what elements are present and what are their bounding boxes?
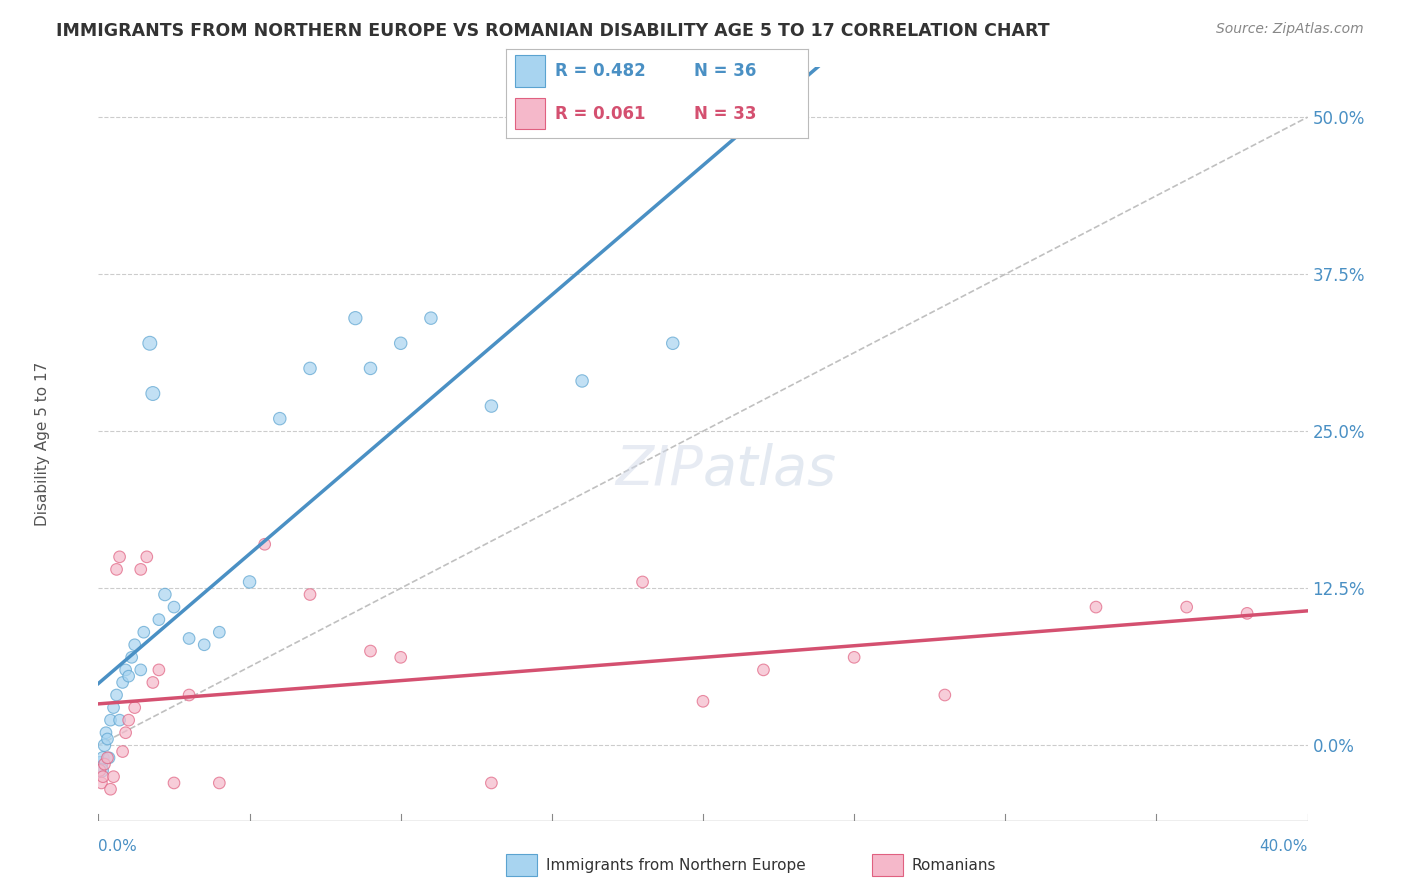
Point — [89, 757, 111, 772]
FancyBboxPatch shape — [515, 98, 546, 129]
Text: Immigrants from Northern Europe: Immigrants from Northern Europe — [546, 858, 806, 872]
Point — [142, 386, 165, 401]
Point — [98, 751, 121, 765]
Point — [111, 675, 134, 690]
Point — [148, 613, 170, 627]
Point — [360, 361, 382, 376]
Text: Source: ZipAtlas.com: Source: ZipAtlas.com — [1216, 22, 1364, 37]
FancyBboxPatch shape — [515, 55, 546, 87]
Point — [90, 764, 112, 778]
Point — [118, 669, 141, 683]
Point — [89, 764, 111, 778]
Point — [1236, 607, 1258, 621]
Point — [103, 770, 125, 784]
Text: atlas: atlas — [703, 442, 837, 495]
Point — [142, 675, 165, 690]
Point — [108, 713, 131, 727]
Point — [844, 650, 866, 665]
Point — [208, 776, 231, 790]
Point — [121, 650, 143, 665]
Point — [94, 725, 117, 739]
Point — [124, 700, 146, 714]
Point — [692, 694, 714, 708]
Point — [661, 336, 683, 351]
Point — [118, 713, 141, 727]
Point — [139, 336, 162, 351]
Text: R = 0.482: R = 0.482 — [554, 62, 645, 80]
Point — [111, 745, 134, 759]
Text: 0.0%: 0.0% — [98, 839, 138, 855]
Point — [114, 725, 136, 739]
Point — [752, 663, 775, 677]
Point — [124, 638, 146, 652]
Text: R = 0.061: R = 0.061 — [554, 104, 645, 123]
Point — [100, 782, 122, 797]
Point — [93, 757, 115, 772]
Point — [481, 399, 503, 413]
Point — [135, 549, 157, 564]
Point — [105, 562, 128, 576]
Point — [91, 751, 114, 765]
Point — [193, 638, 215, 652]
Point — [299, 588, 322, 602]
Point — [1085, 600, 1108, 615]
Text: N = 36: N = 36 — [693, 62, 756, 80]
Point — [571, 374, 593, 388]
Point — [103, 700, 125, 714]
Text: Romanians: Romanians — [911, 858, 995, 872]
Text: IMMIGRANTS FROM NORTHERN EUROPE VS ROMANIAN DISABILITY AGE 5 TO 17 CORRELATION C: IMMIGRANTS FROM NORTHERN EUROPE VS ROMAN… — [56, 22, 1050, 40]
Point — [100, 713, 122, 727]
Point — [93, 739, 115, 753]
Point — [420, 311, 443, 326]
Point — [179, 632, 201, 646]
Point — [129, 663, 152, 677]
Point — [299, 361, 322, 376]
Text: ZIP: ZIP — [616, 442, 703, 495]
Point — [163, 776, 186, 790]
Point — [253, 537, 276, 551]
Y-axis label: Disability Age 5 to 17: Disability Age 5 to 17 — [35, 361, 51, 526]
Point — [360, 644, 382, 658]
Point — [631, 574, 654, 589]
Point — [389, 336, 412, 351]
Point — [114, 663, 136, 677]
Point — [269, 411, 291, 425]
Point — [148, 663, 170, 677]
Point — [108, 549, 131, 564]
Point — [239, 574, 262, 589]
Point — [179, 688, 201, 702]
Point — [389, 650, 412, 665]
Point — [163, 600, 186, 615]
Point — [344, 311, 367, 326]
Point — [481, 776, 503, 790]
Point — [934, 688, 956, 702]
Point — [129, 562, 152, 576]
Point — [208, 625, 231, 640]
Point — [105, 688, 128, 702]
Point — [153, 588, 176, 602]
Point — [96, 751, 118, 765]
Point — [132, 625, 155, 640]
Text: N = 33: N = 33 — [693, 104, 756, 123]
Point — [1175, 600, 1198, 615]
Point — [96, 731, 118, 746]
Point — [90, 776, 112, 790]
Point — [91, 770, 114, 784]
Text: 40.0%: 40.0% — [1260, 839, 1308, 855]
